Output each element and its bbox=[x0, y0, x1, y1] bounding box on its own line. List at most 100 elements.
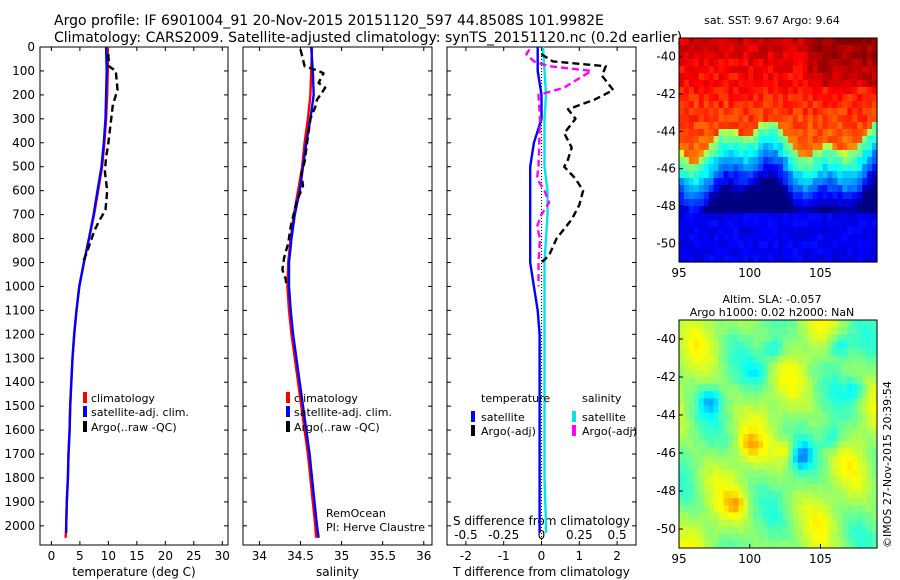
map-cell bbox=[738, 462, 744, 471]
map-cell bbox=[852, 255, 858, 263]
map-cell bbox=[723, 248, 730, 256]
title-line2: Climatology: CARS2009. Satellite-adjuste… bbox=[54, 30, 682, 46]
map-cell bbox=[683, 498, 690, 506]
map-cell bbox=[683, 334, 690, 342]
map-cell bbox=[782, 136, 789, 144]
map-cell bbox=[768, 405, 774, 414]
map-cell bbox=[708, 129, 715, 137]
map-cell bbox=[872, 150, 878, 158]
map-cell bbox=[728, 355, 735, 364]
map-cell bbox=[763, 108, 769, 116]
map-cell bbox=[837, 143, 843, 151]
map-cell bbox=[679, 434, 685, 442]
map-cell bbox=[847, 122, 853, 130]
map-cell bbox=[787, 248, 794, 256]
map-cell bbox=[703, 94, 710, 102]
map-cell bbox=[758, 45, 764, 53]
map-cell bbox=[723, 391, 730, 399]
map-cell bbox=[768, 241, 774, 249]
map-cell bbox=[837, 241, 843, 249]
map-cell bbox=[708, 483, 715, 492]
map-cell bbox=[679, 136, 685, 144]
map-cell bbox=[792, 341, 799, 350]
map-cell bbox=[748, 355, 754, 364]
map-cell bbox=[807, 94, 814, 102]
y-tick-label: 600 bbox=[12, 184, 35, 198]
map-cell bbox=[733, 59, 739, 67]
map-cell bbox=[807, 206, 814, 214]
map-cell bbox=[827, 143, 834, 151]
map-cell bbox=[708, 248, 715, 256]
map-cell bbox=[768, 540, 774, 549]
map-cell bbox=[713, 405, 720, 414]
map-cell bbox=[827, 505, 834, 513]
map-cell bbox=[763, 498, 769, 506]
map-cell bbox=[713, 476, 720, 485]
map-cell bbox=[723, 369, 730, 378]
map-cell bbox=[807, 87, 814, 95]
map-cell bbox=[857, 391, 863, 399]
map-cell bbox=[842, 519, 848, 528]
map-cell bbox=[713, 227, 720, 235]
map-cell bbox=[713, 101, 720, 109]
map-cell bbox=[807, 405, 814, 414]
map-cell bbox=[832, 234, 838, 242]
map-cell bbox=[847, 150, 853, 158]
map-cell bbox=[753, 384, 759, 392]
map-cell bbox=[872, 199, 878, 207]
map-cell bbox=[748, 483, 754, 492]
map-cell bbox=[842, 66, 848, 74]
map-cell bbox=[847, 45, 853, 53]
map-cell bbox=[683, 469, 690, 478]
legend-label: satellite-adj. clim. bbox=[294, 406, 392, 419]
map-cell bbox=[802, 108, 809, 116]
map-cell bbox=[832, 348, 838, 357]
map-cell bbox=[778, 362, 784, 371]
map-cell bbox=[787, 377, 794, 385]
map-cell bbox=[728, 498, 735, 506]
map-cell bbox=[867, 448, 873, 456]
map-cell bbox=[773, 45, 779, 53]
legend-swatch bbox=[471, 425, 475, 436]
map-cell bbox=[807, 227, 814, 235]
map-cell bbox=[698, 192, 705, 200]
map-cell bbox=[748, 143, 754, 151]
map-cell bbox=[688, 129, 695, 137]
map-cell bbox=[763, 320, 769, 328]
sst-map: 95 100 105-40-42-44-46-48-50 bbox=[656, 37, 878, 280]
map-cell bbox=[723, 455, 730, 464]
map-cell bbox=[693, 491, 700, 499]
map-cell bbox=[857, 540, 863, 549]
map-cell bbox=[852, 533, 858, 542]
map-x-tick-label: 95 bbox=[671, 266, 686, 280]
map-cell bbox=[827, 334, 834, 342]
map-cell bbox=[708, 384, 715, 392]
map-cell bbox=[753, 38, 759, 46]
map-cell bbox=[738, 491, 744, 499]
map-cell bbox=[827, 234, 834, 242]
map-cell bbox=[703, 150, 710, 158]
legend-swatch bbox=[286, 421, 290, 432]
legend-label: climatology bbox=[91, 392, 155, 405]
map-cell bbox=[867, 348, 873, 357]
map-cell bbox=[748, 540, 754, 549]
x-tick-label: 30 bbox=[215, 549, 230, 563]
map-cell bbox=[857, 419, 863, 428]
map-cell bbox=[782, 199, 789, 207]
map-cell bbox=[703, 483, 710, 492]
map-cell bbox=[787, 498, 794, 506]
map-cell bbox=[733, 498, 739, 506]
map-cell bbox=[753, 320, 759, 328]
map-cell bbox=[857, 199, 863, 207]
map-cell bbox=[802, 87, 809, 95]
map-cell bbox=[753, 462, 759, 471]
map-cell bbox=[812, 38, 819, 46]
map-cell bbox=[728, 45, 735, 53]
map-cell bbox=[778, 185, 784, 193]
map-cell bbox=[832, 398, 838, 407]
map-cell bbox=[817, 248, 824, 256]
map-cell bbox=[817, 227, 824, 235]
map-cell bbox=[683, 426, 690, 435]
map-cell bbox=[748, 220, 754, 228]
map-cell bbox=[802, 327, 809, 335]
